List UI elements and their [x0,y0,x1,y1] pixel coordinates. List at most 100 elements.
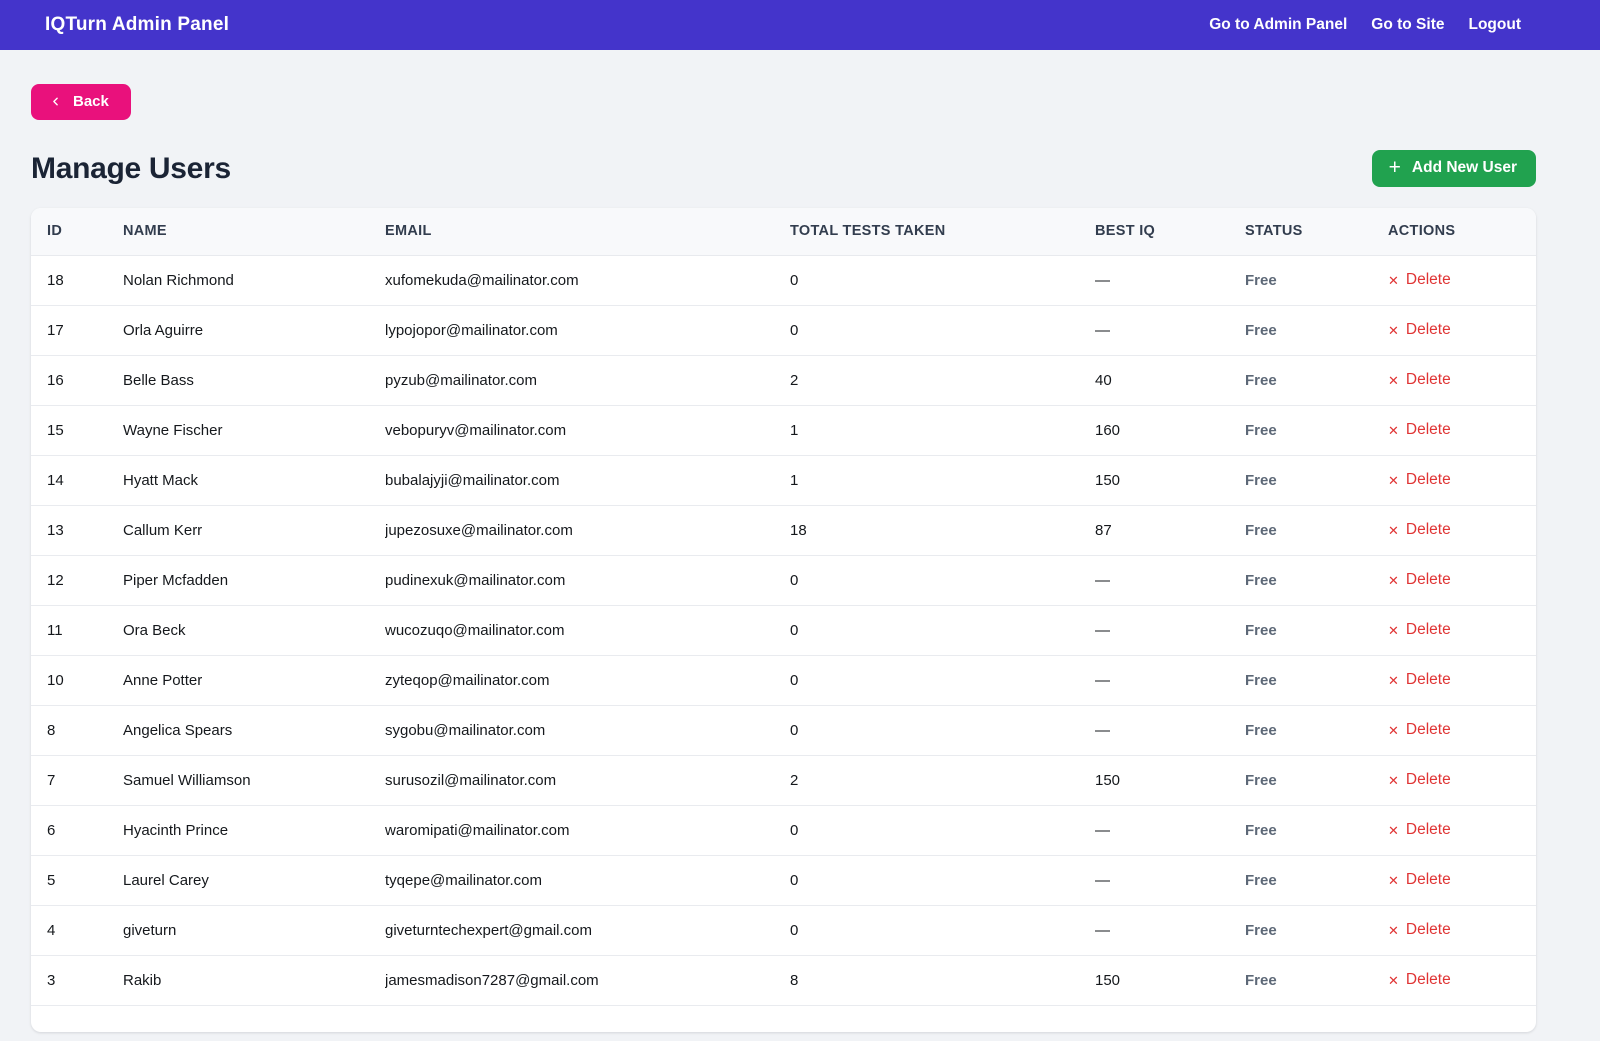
user-status-cell: Free [1245,405,1388,456]
delete-button-label: Delete [1405,671,1451,688]
user-best-iq-cell: — [1095,805,1245,856]
user-best-iq-cell: 150 [1095,455,1245,506]
user-name-cell: Angelica Spears [123,705,385,756]
nav-link-logout[interactable]: Logout [1468,16,1521,33]
add-new-user-button[interactable]: + Add New User [1371,150,1536,187]
delete-icon: ✕ [1388,272,1399,288]
user-best-iq-cell: — [1095,555,1245,606]
user-id-cell: 13 [31,505,123,556]
table-row: 18 Nolan Richmond xufomekuda@mailinator.… [31,255,1536,306]
delete-icon: ✕ [1388,622,1399,638]
user-actions-cell: ✕ Delete [1388,655,1536,706]
nav-link-go-to-site[interactable]: Go to Site [1371,16,1445,33]
back-button-label: Back [73,93,109,110]
delete-user-button[interactable]: ✕ Delete [1388,371,1451,389]
delete-user-button[interactable]: ✕ Delete [1388,521,1451,539]
delete-button-label: Delete [1405,871,1451,888]
user-name-cell: Orla Aguirre [123,305,385,356]
user-status-cell: Free [1245,755,1388,806]
delete-user-button[interactable]: ✕ Delete [1388,971,1451,989]
delete-user-button[interactable]: ✕ Delete [1388,621,1451,639]
chevron-left-icon [49,95,62,108]
user-email-cell: xufomekuda@mailinator.com [385,255,790,306]
plus-icon: + [1388,156,1401,179]
user-email-cell: vebopuryv@mailinator.com [385,405,790,456]
table-row: 3 Rakib jamesmadison7287@gmail.com 8 150… [31,955,1536,1006]
delete-user-button[interactable]: ✕ Delete [1388,871,1451,889]
user-email-cell: bubalajyji@mailinator.com [385,455,790,506]
column-header-actions: ACTIONS [1388,208,1536,256]
delete-icon: ✕ [1388,822,1399,838]
user-best-iq-cell: — [1095,255,1245,306]
page-header: Manage Users + Add New User [31,150,1536,187]
user-actions-cell: ✕ Delete [1388,505,1536,556]
users-table-card: ID NAME EMAIL TOTAL TESTS TAKEN BEST IQ … [31,208,1536,1032]
user-actions-cell: ✕ Delete [1388,905,1536,956]
user-actions-cell: ✕ Delete [1388,605,1536,656]
user-id-cell: 14 [31,455,123,506]
user-tests-cell: 0 [790,855,1095,906]
delete-user-button[interactable]: ✕ Delete [1388,671,1451,689]
users-table-header: ID NAME EMAIL TOTAL TESTS TAKEN BEST IQ … [31,208,1536,256]
delete-icon: ✕ [1388,722,1399,738]
nav-link-admin-panel[interactable]: Go to Admin Panel [1209,16,1348,33]
user-name-cell: Samuel Williamson [123,755,385,806]
delete-button-label: Delete [1405,971,1451,988]
user-email-cell: surusozil@mailinator.com [385,755,790,806]
user-best-iq-cell: — [1095,655,1245,706]
delete-user-button[interactable]: ✕ Delete [1388,571,1451,589]
user-best-iq-cell: 150 [1095,755,1245,806]
table-row: 14 Hyatt Mack bubalajyji@mailinator.com … [31,455,1536,506]
user-tests-cell: 0 [790,905,1095,956]
user-tests-cell: 0 [790,605,1095,656]
delete-user-button[interactable]: ✕ Delete [1388,721,1451,739]
table-row: 11 Ora Beck wucozuqo@mailinator.com 0 — … [31,605,1536,656]
user-status-cell: Free [1245,605,1388,656]
delete-user-button[interactable]: ✕ Delete [1388,771,1451,789]
delete-button-label: Delete [1405,471,1451,488]
user-tests-cell: 0 [790,705,1095,756]
user-best-iq-cell: 150 [1095,955,1245,1006]
delete-icon: ✕ [1388,772,1399,788]
delete-icon: ✕ [1388,672,1399,688]
back-button[interactable]: Back [31,84,131,120]
user-name-cell: Hyacinth Prince [123,805,385,856]
user-email-cell: zyteqop@mailinator.com [385,655,790,706]
delete-user-button[interactable]: ✕ Delete [1388,421,1451,439]
user-actions-cell: ✕ Delete [1388,755,1536,806]
user-actions-cell: ✕ Delete [1388,355,1536,406]
user-status-cell: Free [1245,455,1388,506]
user-id-cell: 5 [31,855,123,906]
delete-user-button[interactable]: ✕ Delete [1388,921,1451,939]
table-row: 10 Anne Potter zyteqop@mailinator.com 0 … [31,655,1536,706]
user-status-cell: Free [1245,355,1388,406]
user-tests-cell: 0 [790,305,1095,356]
delete-button-label: Delete [1405,421,1451,438]
delete-user-button[interactable]: ✕ Delete [1388,471,1451,489]
user-tests-cell: 2 [790,755,1095,806]
delete-user-button[interactable]: ✕ Delete [1388,271,1451,289]
user-best-iq-cell: — [1095,305,1245,356]
app-title: IQTurn Admin Panel [45,14,230,35]
table-row: 13 Callum Kerr jupezosuxe@mailinator.com… [31,505,1536,556]
user-id-cell: 15 [31,405,123,456]
user-id-cell: 11 [31,605,123,656]
user-tests-cell: 1 [790,405,1095,456]
delete-user-button[interactable]: ✕ Delete [1388,821,1451,839]
user-email-cell: jamesmadison7287@gmail.com [385,955,790,1006]
delete-icon: ✕ [1388,872,1399,888]
column-header-name: NAME [123,208,385,256]
table-row: 4 giveturn giveturntechexpert@gmail.com … [31,905,1536,956]
user-name-cell: Hyatt Mack [123,455,385,506]
user-actions-cell: ✕ Delete [1388,555,1536,606]
table-row: 6 Hyacinth Prince waromipati@mailinator.… [31,805,1536,856]
user-best-iq-cell: 87 [1095,505,1245,556]
column-header-email: EMAIL [385,208,790,256]
user-status-cell: Free [1245,955,1388,1006]
user-tests-cell: 2 [790,355,1095,406]
column-header-tests: TOTAL TESTS TAKEN [790,208,1095,256]
delete-user-button[interactable]: ✕ Delete [1388,321,1451,339]
delete-icon: ✕ [1388,372,1399,388]
user-name-cell: giveturn [123,905,385,956]
table-row: 5 Laurel Carey tyqepe@mailinator.com 0 —… [31,855,1536,906]
